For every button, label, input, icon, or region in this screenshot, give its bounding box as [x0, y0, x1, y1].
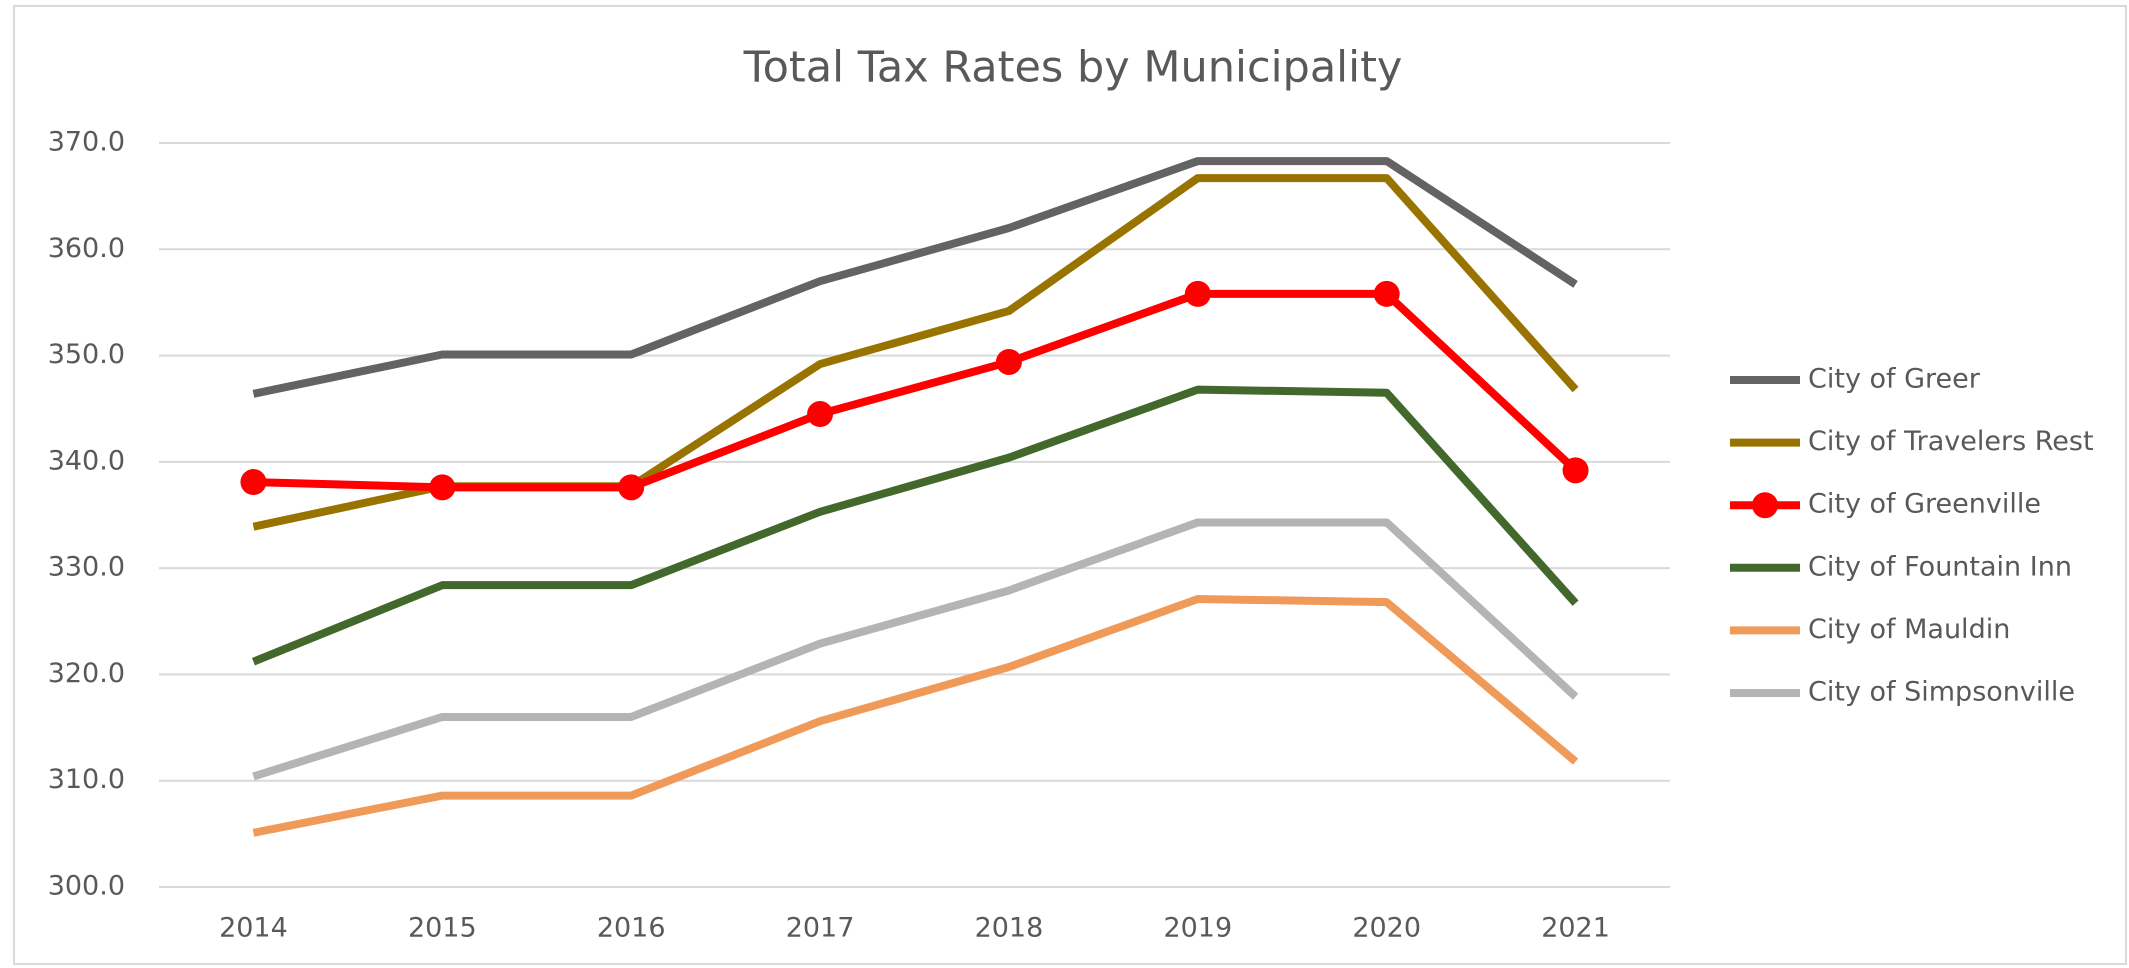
legend-marker: [1752, 492, 1778, 519]
series-line: [252, 518, 1579, 781]
x-tick-label: 2017: [786, 913, 855, 944]
y-tick-label: 360.0: [48, 233, 125, 264]
legend-label: City of Greer: [1808, 364, 1981, 395]
y-tick-label: 320.0: [48, 658, 125, 689]
y-tick-label: 370.0: [48, 127, 125, 158]
y-tick-label: 340.0: [48, 445, 125, 476]
series-line: [253, 289, 1579, 492]
legend-label: City of Mauldin: [1808, 614, 2010, 645]
legend-label: City of Greenville: [1808, 489, 2041, 520]
point-marker: [1373, 280, 1400, 307]
series-line: [252, 157, 1578, 398]
x-tick-label: 2018: [975, 913, 1044, 944]
point-marker: [995, 348, 1022, 375]
legend-label: City of Simpsonville: [1808, 677, 2075, 708]
point-marker: [1184, 280, 1211, 307]
legend-label: City of Fountain Inn: [1808, 551, 2072, 582]
y-tick-label: 330.0: [48, 552, 125, 583]
chart-title: Total Tax Rates by Municipality: [743, 43, 1403, 93]
y-tick-label: 350.0: [48, 339, 125, 370]
x-tick-label: 2021: [1541, 913, 1610, 944]
y-tick-label: 310.0: [48, 764, 125, 795]
point-marker: [240, 469, 267, 496]
x-tick-label: 2014: [219, 913, 288, 944]
y-tick-label: 300.0: [48, 871, 125, 902]
point-marker: [1562, 457, 1589, 484]
x-tick-label: 2016: [597, 913, 666, 944]
point-marker: [807, 401, 834, 428]
point-marker: [618, 474, 645, 501]
x-tick-label: 2019: [1163, 913, 1232, 944]
x-tick-label: 2020: [1352, 913, 1421, 944]
series-line: [251, 385, 1579, 666]
series-line: [252, 594, 1579, 837]
legend-label: City of Travelers Rest: [1808, 426, 2094, 457]
x-tick-label: 2015: [408, 913, 477, 944]
point-marker: [429, 474, 456, 501]
